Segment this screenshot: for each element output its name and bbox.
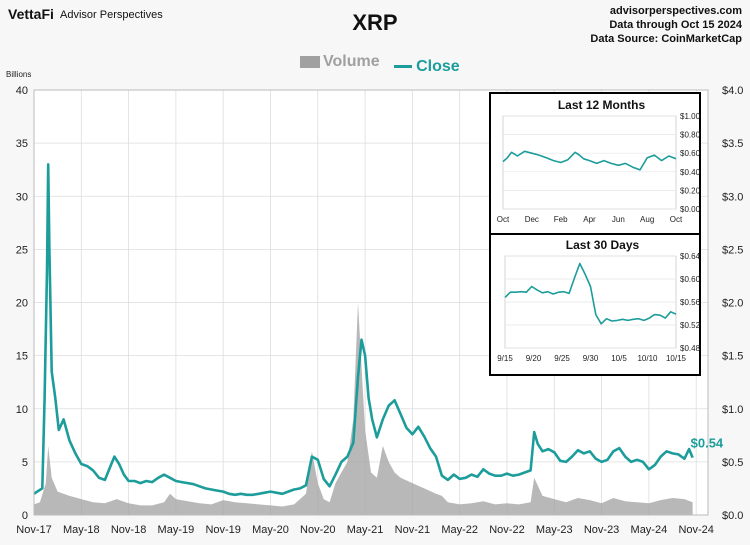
source-line-date: Data through Oct 15 2024 xyxy=(609,19,742,31)
y-right-tick-label: $1.5 xyxy=(722,351,743,363)
x-tick-label: Nov-23 xyxy=(584,524,619,536)
x-tick-label: Nov-22 xyxy=(489,524,524,536)
inset-30d-x-tick: 9/15 xyxy=(497,354,513,363)
inset-12m-y-tick: $0.00 xyxy=(680,205,701,214)
x-tick-label: May-19 xyxy=(158,524,195,536)
source-line-site: advisorperspectives.com xyxy=(609,5,742,17)
vettafi-logo: VettaFi xyxy=(8,6,54,22)
x-tick-label: Nov-18 xyxy=(111,524,146,536)
inset-12m-line xyxy=(502,150,677,171)
inset-12m-x-tick: Oct xyxy=(670,215,683,224)
x-tick-label: May-24 xyxy=(631,524,668,536)
y-axis-label-left: Billions xyxy=(6,70,32,79)
y-left-tick-label: 15 xyxy=(16,351,28,363)
y-right-tick-label: $3.0 xyxy=(722,191,743,203)
legend-volume: Volume xyxy=(300,53,380,71)
y-left-tick-label: 0 xyxy=(22,510,28,522)
inset-12m-y-tick: $0.80 xyxy=(680,131,701,140)
inset-12m-x-tick: Apr xyxy=(583,215,596,224)
x-tick-label: Nov-24 xyxy=(678,524,713,536)
legend-volume-label: Volume xyxy=(323,53,380,70)
brand-name: Advisor Perspectives xyxy=(60,9,163,21)
inset-30d-x-tick: 9/30 xyxy=(583,354,599,363)
inset-30d-y-tick: $0.56 xyxy=(680,298,701,307)
x-tick-label: May-22 xyxy=(441,524,478,536)
y-left-tick-label: 40 xyxy=(16,85,28,97)
chart-title: XRP xyxy=(352,10,398,35)
inset-12m-y-tick: $0.40 xyxy=(680,168,701,177)
x-tick-label: May-18 xyxy=(63,524,100,536)
legend-close: Close xyxy=(394,58,460,76)
plot-frame xyxy=(33,89,709,516)
inset-12m-y-tick: $0.20 xyxy=(680,186,701,195)
inset-30d-x-tick: 10/5 xyxy=(611,354,627,363)
inset-30d-x-tick: 10/15 xyxy=(666,354,687,363)
y-left-tick-label: 5 xyxy=(22,457,28,469)
y-right-tick-label: $0.5 xyxy=(722,457,743,469)
inset-12m-y-tick: $0.60 xyxy=(680,149,701,158)
x-tick-label: Nov-17 xyxy=(16,524,51,536)
y-right-tick-label: $2.5 xyxy=(722,244,743,256)
inset-12m-title: Last 12 Months xyxy=(558,98,646,112)
inset-30d-y-tick: $0.52 xyxy=(680,321,701,330)
y-right-tick-label: $2.0 xyxy=(722,298,743,310)
inset-30d-x-tick: 10/10 xyxy=(637,354,658,363)
inset-12m-x-tick: Dec xyxy=(525,215,539,224)
y-right-tick-label: $4.0 xyxy=(722,85,743,97)
y-right-tick-label: $1.0 xyxy=(722,404,743,416)
last-value-label: $0.54 xyxy=(691,436,724,451)
x-tick-label: May-23 xyxy=(536,524,573,536)
y-right-tick-label: $3.5 xyxy=(722,138,743,150)
inset-30d-y-tick: $0.60 xyxy=(680,275,701,284)
inset-30d-title: Last 30 Days xyxy=(566,238,640,252)
y-left-tick-label: 25 xyxy=(16,244,28,256)
y-left-tick-label: 20 xyxy=(16,298,28,310)
y-left-tick-label: 35 xyxy=(16,138,28,150)
legend-volume-swatch xyxy=(300,56,320,68)
legend-close-swatch xyxy=(394,65,413,68)
volume-area xyxy=(34,302,693,515)
source-block: advisorperspectives.com Data through Oct… xyxy=(590,4,742,46)
inset-plot xyxy=(502,115,677,210)
x-tick-label: Nov-21 xyxy=(395,524,430,536)
inset-30d-x-tick: 9/25 xyxy=(554,354,570,363)
inset-30d-y-tick: $0.48 xyxy=(680,344,701,353)
inset-30d-x-tick: 9/20 xyxy=(526,354,542,363)
x-tick-label: Nov-20 xyxy=(300,524,335,536)
inset-12m-x-tick: Oct xyxy=(497,215,510,224)
inset-12m-x-tick: Jun xyxy=(612,215,625,224)
inset-30d-line xyxy=(504,262,677,325)
inset-12m-x-tick: Aug xyxy=(640,215,654,224)
x-tick-label: Nov-19 xyxy=(205,524,240,536)
inset-12m-x-tick: Feb xyxy=(554,215,568,224)
legend-close-label: Close xyxy=(416,57,460,75)
y-right-tick-label: $0.0 xyxy=(722,510,743,522)
source-line-provider: Data Source: CoinMarketCap xyxy=(590,33,742,45)
x-tick-label: May-20 xyxy=(252,524,289,536)
inset-30d-y-tick: $0.64 xyxy=(680,252,701,261)
inset-12m-y-tick: $1.00 xyxy=(680,112,701,121)
x-tick-label: May-21 xyxy=(347,524,384,536)
y-left-tick-label: 10 xyxy=(16,404,28,416)
legend: Volume Close xyxy=(300,53,470,76)
close-line xyxy=(33,163,694,497)
y-left-tick-label: 30 xyxy=(16,191,28,203)
